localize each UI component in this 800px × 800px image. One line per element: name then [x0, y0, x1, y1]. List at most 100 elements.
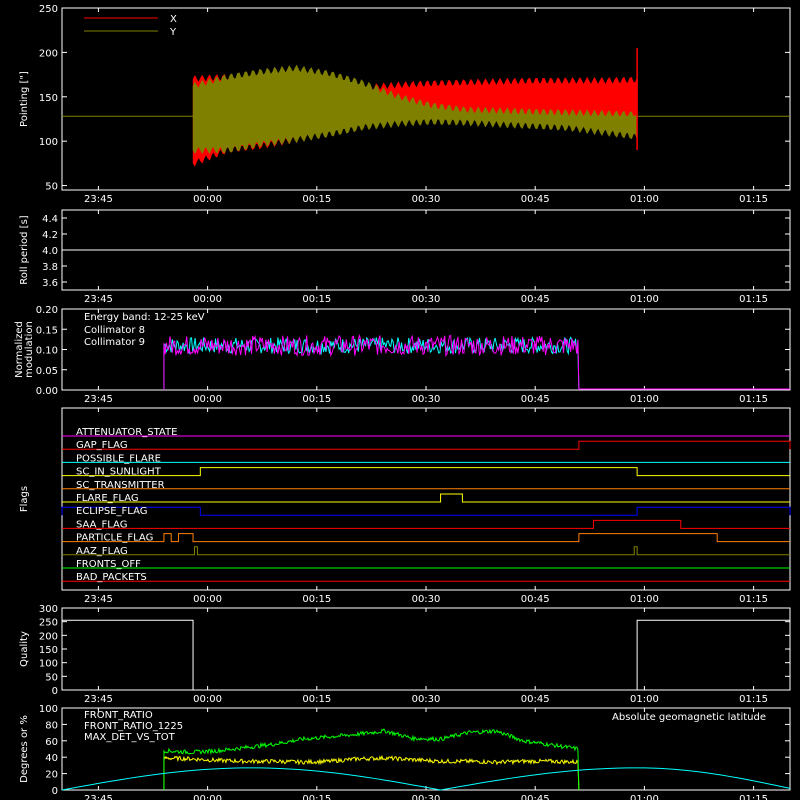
roll-ylabel: Roll period [s]: [19, 215, 30, 284]
modulation-annotation: Energy band: 12-25 keV: [84, 312, 205, 323]
quality-xtick-label: 23:45: [84, 694, 113, 705]
geo-legend-max_det_vs_tot: MAX_DET_VS_TOT: [84, 732, 176, 743]
modulation-xtick-label: 23:45: [84, 394, 113, 405]
quality-xtick-label: 00:45: [521, 694, 550, 705]
pointing-xtick-label: 01:15: [739, 194, 768, 205]
quality-xtick-label: 01:00: [630, 694, 659, 705]
quality-ytick-label: 100: [39, 659, 58, 670]
quality-ytick-label: 200: [39, 631, 58, 642]
flag-label-sc_in_sunlight: SC_IN_SUNLIGHT: [76, 467, 162, 478]
flag-line-aaz_flag: [62, 546, 790, 556]
geo-ytick-label: 100: [39, 704, 58, 715]
geo-ytick-label: 40: [45, 753, 58, 764]
roll-ytick-label: 3.6: [42, 278, 58, 289]
modulation-ytick-label: 0.00: [36, 386, 58, 397]
flag-label-bad_packets: BAD_PACKETS: [76, 572, 147, 583]
pointing-ytick-label: 150: [39, 93, 58, 104]
quality-ytick-label: 300: [39, 604, 58, 615]
modulation-legend-8: Collimator 8: [84, 325, 145, 336]
geo-ytick-label: 0: [52, 786, 58, 797]
geo-xtick-label: 00:45: [521, 794, 550, 800]
flag-line-sc_in_sunlight: [62, 467, 790, 477]
geo-legend-latitude: Absolute geomagnetic latitude: [612, 712, 766, 723]
flag-line-eclipse_flag: [61, 506, 791, 516]
flags-ylabel: Flags: [19, 486, 30, 512]
geo-series-front_ratio: [163, 754, 580, 791]
geo-ytick-label: 80: [45, 720, 58, 731]
geo-series-front_ratio_1225: [163, 728, 580, 791]
quality-xtick-label: 01:15: [739, 694, 768, 705]
flag-label-gap_flag: GAP_FLAG: [76, 440, 128, 451]
modulation-xtick-label: 00:45: [521, 394, 550, 405]
pointing-ytick-label: 200: [39, 48, 58, 59]
roll-xtick-label: 00:30: [412, 294, 441, 305]
pointing-ytick-label: 50: [45, 182, 58, 193]
flags-xtick-label: 00:45: [521, 594, 550, 605]
roll-xtick-label: 00:45: [521, 294, 550, 305]
roll-xtick-label: 00:00: [193, 294, 222, 305]
pointing-xtick-label: 00:30: [412, 194, 441, 205]
legend-label-x: X: [170, 14, 177, 25]
pointing-ylabel: Pointing ["]: [19, 71, 30, 127]
geo-ytick-label: 60: [45, 737, 58, 748]
modulation-ytick-label: 0.20: [36, 305, 58, 316]
modulation-xtick-label: 01:15: [739, 394, 768, 405]
flag-line-flare_flag: [62, 493, 790, 503]
geo-legend-front_ratio: FRONT_RATIO: [84, 710, 153, 721]
flag-label-eclipse_flag: ECLIPSE_FLAG: [76, 506, 147, 517]
pointing-xtick-label: 00:45: [521, 194, 550, 205]
geo-legend-front_ratio_1225: FRONT_RATIO_1225: [84, 721, 183, 732]
geo-ylabel: Degrees or %: [19, 715, 30, 783]
modulation-legend-9: Collimator 9: [84, 337, 145, 348]
geo-series-latitude: [61, 767, 791, 791]
geo-xtick-label: 01:15: [739, 794, 768, 800]
flag-line-saa_flag: [62, 519, 790, 529]
modulation-xtick-label: 00:30: [412, 394, 441, 405]
modulation-xtick-label: 00:15: [302, 394, 331, 405]
quality-xtick-label: 00:15: [302, 694, 331, 705]
quality-ytick-label: 0: [52, 686, 58, 697]
roll-xtick-label: 01:00: [630, 294, 659, 305]
modulation-ytick-label: 0.05: [36, 366, 58, 377]
modulation-ylabel: Normalized: [14, 321, 25, 378]
roll-ytick-label: 3.8: [42, 262, 58, 273]
pointing-xtick-label: 01:00: [630, 194, 659, 205]
pointing-xtick-label: 00:15: [302, 194, 331, 205]
geo-xtick-label: 01:00: [630, 794, 659, 800]
flag-label-attenuator_state: ATTENUATOR_STATE: [76, 427, 177, 438]
roll-ytick-label: 4.2: [42, 230, 58, 241]
flag-label-possible_flare: POSSIBLE_FLARE: [76, 453, 161, 464]
pointing-xtick-label: 23:45: [84, 194, 113, 205]
flag-label-fronts_off: FRONTS_OFF: [76, 559, 141, 570]
flag-line-particle_flag: [62, 533, 790, 543]
flags-xtick-label: 01:15: [739, 594, 768, 605]
modulation-xtick-label: 00:00: [193, 394, 222, 405]
modulation-ytick-label: 0.15: [36, 325, 58, 336]
modulation-series-8: [163, 335, 580, 391]
flags-xtick-label: 00:00: [193, 594, 222, 605]
flag-label-particle_flag: PARTICLE_FLAG: [76, 533, 153, 544]
pointing-ytick-label: 100: [39, 137, 58, 148]
flags-xtick-label: 01:00: [630, 594, 659, 605]
pointing-xtick-label: 00:00: [193, 194, 222, 205]
geo-xtick-label: 23:45: [84, 794, 113, 800]
modulation-ytick-label: 0.10: [36, 346, 58, 357]
flags-xtick-label: 00:30: [412, 594, 441, 605]
flag-line-gap_flag: [62, 440, 791, 450]
pointing-ytick-label: 250: [39, 4, 58, 15]
flag-label-flare_flag: FLARE_FLAG: [76, 493, 139, 504]
quality-series: [62, 619, 790, 691]
flag-label-saa_flag: SAA_FLAG: [76, 519, 127, 530]
geo-ytick-label: 20: [45, 770, 58, 781]
flag-label-aaz_flag: AAZ_FLAG: [76, 546, 128, 557]
flags-xtick-label: 00:15: [302, 594, 331, 605]
geo-xtick-label: 00:30: [412, 794, 441, 800]
modulation-series-9: [163, 334, 580, 391]
quality-ytick-label: 50: [45, 672, 58, 683]
flags-xtick-label: 23:45: [84, 594, 113, 605]
roll-xtick-label: 01:15: [739, 294, 768, 305]
legend-label-y: Y: [169, 27, 177, 38]
quality-ytick-label: 150: [39, 645, 58, 656]
roll-xtick-label: 23:45: [84, 294, 113, 305]
